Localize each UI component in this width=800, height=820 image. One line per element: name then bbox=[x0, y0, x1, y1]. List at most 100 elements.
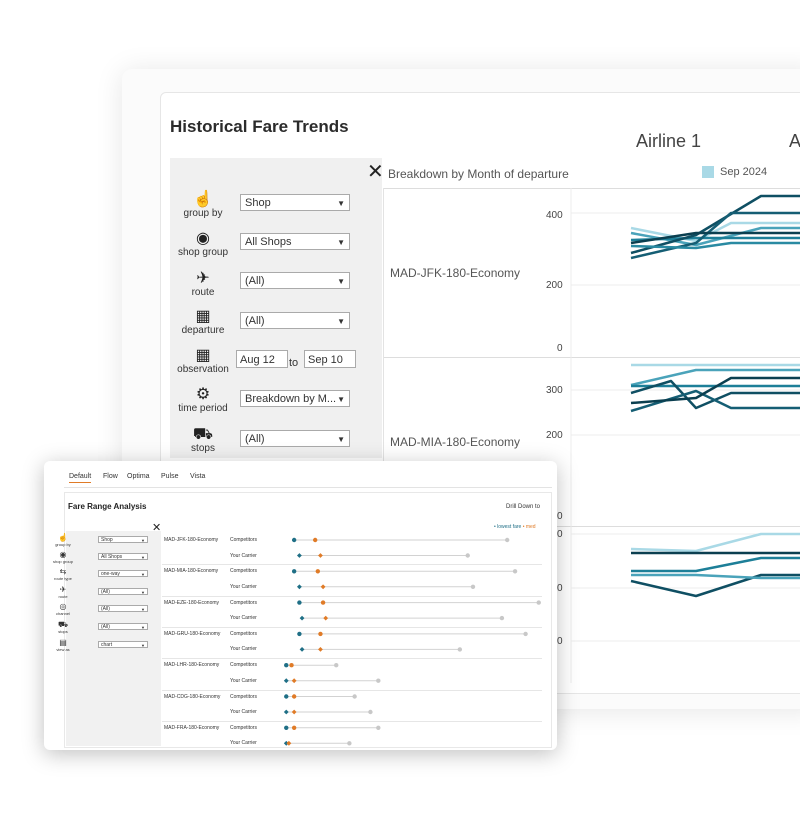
group-by-select[interactable]: Shop ▼ bbox=[240, 194, 350, 211]
max-fare-point bbox=[376, 678, 381, 683]
stops-filter: ⛟ stops bbox=[170, 426, 236, 455]
route-label: MAD-LHR-180-Economy bbox=[164, 662, 220, 669]
view-as-icon: ▤ bbox=[59, 638, 67, 647]
observation-from-field[interactable]: Aug 12 bbox=[236, 350, 288, 368]
trend-line bbox=[630, 241, 800, 250]
group-by-select[interactable]: Shop ▼ bbox=[98, 536, 148, 543]
select-value: one-way bbox=[101, 571, 120, 577]
chart-header: Breakdown by Month of departure bbox=[388, 167, 569, 181]
stops-select[interactable]: (All) ▼ bbox=[240, 430, 350, 447]
competitors-label: Competitors bbox=[230, 693, 257, 700]
lowest-fare-point bbox=[297, 584, 302, 590]
shop-group-filter: ◉ shop group bbox=[48, 551, 78, 565]
departure-value: (All) bbox=[245, 315, 265, 327]
shop-group-label: shop group bbox=[177, 247, 229, 258]
tab-pulse[interactable]: Pulse bbox=[161, 473, 179, 480]
competitors-label: Competitors bbox=[230, 662, 257, 669]
chart-divider bbox=[383, 188, 384, 693]
median-fare-point bbox=[291, 709, 297, 715]
shop-group-select[interactable]: All Shops ▼ bbox=[98, 553, 148, 560]
view-as-label: view as bbox=[56, 647, 70, 652]
median-fare-point bbox=[318, 646, 323, 652]
median-fare-point bbox=[291, 725, 297, 730]
channel-icon: ◎ bbox=[59, 602, 67, 611]
chevron-down-icon: ▼ bbox=[337, 238, 345, 247]
time-period-value: Breakdown by M... bbox=[245, 393, 337, 405]
median-fare-point bbox=[320, 600, 326, 605]
tab-divider bbox=[64, 487, 552, 488]
max-fare-point bbox=[504, 537, 510, 543]
legend-lowest: • lowest fare bbox=[494, 524, 522, 530]
competitors-label: Competitors bbox=[230, 599, 257, 606]
route-separator bbox=[162, 564, 542, 566]
route-type-label: route type bbox=[54, 576, 72, 581]
max-fare-point bbox=[352, 694, 357, 699]
route-label: MAD-GRU-180-Economy bbox=[164, 630, 221, 637]
y-tick-label: 400 bbox=[546, 210, 563, 221]
departure-label: departure bbox=[181, 325, 225, 336]
max-fare-point bbox=[334, 663, 339, 668]
max-fare-point bbox=[347, 741, 352, 746]
route-label: MAD-EZE-180-Economy bbox=[164, 599, 220, 606]
lowest-fare-point bbox=[297, 600, 302, 605]
tab-default[interactable]: Default bbox=[69, 473, 92, 483]
to-label: to bbox=[289, 357, 299, 369]
y-tick-label: 300 bbox=[546, 385, 563, 396]
channel-filter: ◎ channel bbox=[48, 602, 78, 617]
legend-swatch bbox=[702, 166, 714, 178]
flight-stops-icon: ⛟ bbox=[192, 426, 214, 443]
chevron-down-icon: ▼ bbox=[141, 643, 145, 648]
trend-line bbox=[630, 368, 800, 387]
max-fare-point bbox=[470, 584, 476, 589]
shop-group-value: All Shops bbox=[245, 236, 292, 248]
stops-filter: ⛟ stops bbox=[48, 620, 78, 635]
view-as-select[interactable]: chart ▼ bbox=[98, 641, 148, 648]
chevron-down-icon: ▼ bbox=[337, 317, 345, 326]
lowest-fare-point bbox=[283, 709, 289, 715]
close-icon[interactable]: ✕ bbox=[152, 522, 162, 534]
flight-stops-icon: ⛟ bbox=[57, 620, 69, 629]
lowest-fare-point bbox=[284, 663, 289, 668]
select-value: chart bbox=[101, 642, 113, 648]
your-carrier-label: Your Carrier bbox=[230, 646, 257, 653]
shop-group-icon: ◉ bbox=[196, 230, 210, 247]
route-filter: ✈ route bbox=[48, 585, 78, 600]
channel-select[interactable]: (All) ▼ bbox=[98, 605, 148, 612]
time-period-label: time period bbox=[178, 403, 228, 414]
route-select[interactable]: (All) ▼ bbox=[240, 272, 350, 289]
shop-group-select[interactable]: All Shops ▼ bbox=[240, 233, 350, 250]
lowest-fare-point bbox=[284, 694, 289, 699]
max-fare-point bbox=[536, 600, 541, 605]
route-type-select[interactable]: one-way ▼ bbox=[98, 570, 148, 577]
tab-optima[interactable]: Optima bbox=[127, 473, 150, 480]
route-icon: ✈ bbox=[59, 585, 67, 594]
max-fare-point bbox=[523, 631, 528, 637]
close-icon[interactable]: ✕ bbox=[367, 161, 384, 183]
lowest-fare-point bbox=[283, 678, 289, 684]
chevron-down-icon: ▼ bbox=[337, 277, 345, 286]
group-by-label: group by bbox=[55, 542, 71, 547]
stops-select[interactable]: (All) ▼ bbox=[98, 623, 148, 630]
airline-1-header: Airline 1 bbox=[636, 131, 702, 151]
your-carrier-label: Your Carrier bbox=[230, 677, 257, 684]
pane-separator bbox=[384, 357, 800, 358]
time-period-select[interactable]: Breakdown by M... ▼ bbox=[240, 390, 350, 407]
route-separator bbox=[162, 595, 542, 597]
route-select[interactable]: (All) ▼ bbox=[98, 588, 148, 595]
observation-to-field[interactable]: Sep 10 bbox=[304, 350, 356, 368]
tab-vista[interactable]: Vista bbox=[190, 473, 206, 480]
median-fare-point bbox=[320, 584, 326, 590]
trend-line bbox=[630, 379, 800, 410]
airline-2-header: A bbox=[789, 131, 800, 151]
select-value: (All) bbox=[101, 606, 110, 612]
drill-down-control[interactable]: Drill Down to bbox=[506, 504, 541, 510]
filter-panel bbox=[66, 531, 161, 746]
chevron-down-icon: ▼ bbox=[337, 395, 345, 404]
trend-line bbox=[630, 573, 800, 598]
departure-filter: ▦ departure bbox=[170, 309, 236, 337]
max-fare-point bbox=[368, 709, 373, 715]
chevron-down-icon: ▼ bbox=[141, 625, 145, 630]
departure-select[interactable]: (All) ▼ bbox=[240, 312, 350, 329]
tab-flow[interactable]: Flow bbox=[103, 473, 118, 480]
route-type-icon: ⇆ bbox=[59, 567, 67, 576]
